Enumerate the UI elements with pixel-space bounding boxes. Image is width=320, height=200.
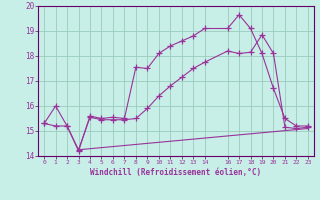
- X-axis label: Windchill (Refroidissement éolien,°C): Windchill (Refroidissement éolien,°C): [91, 168, 261, 177]
